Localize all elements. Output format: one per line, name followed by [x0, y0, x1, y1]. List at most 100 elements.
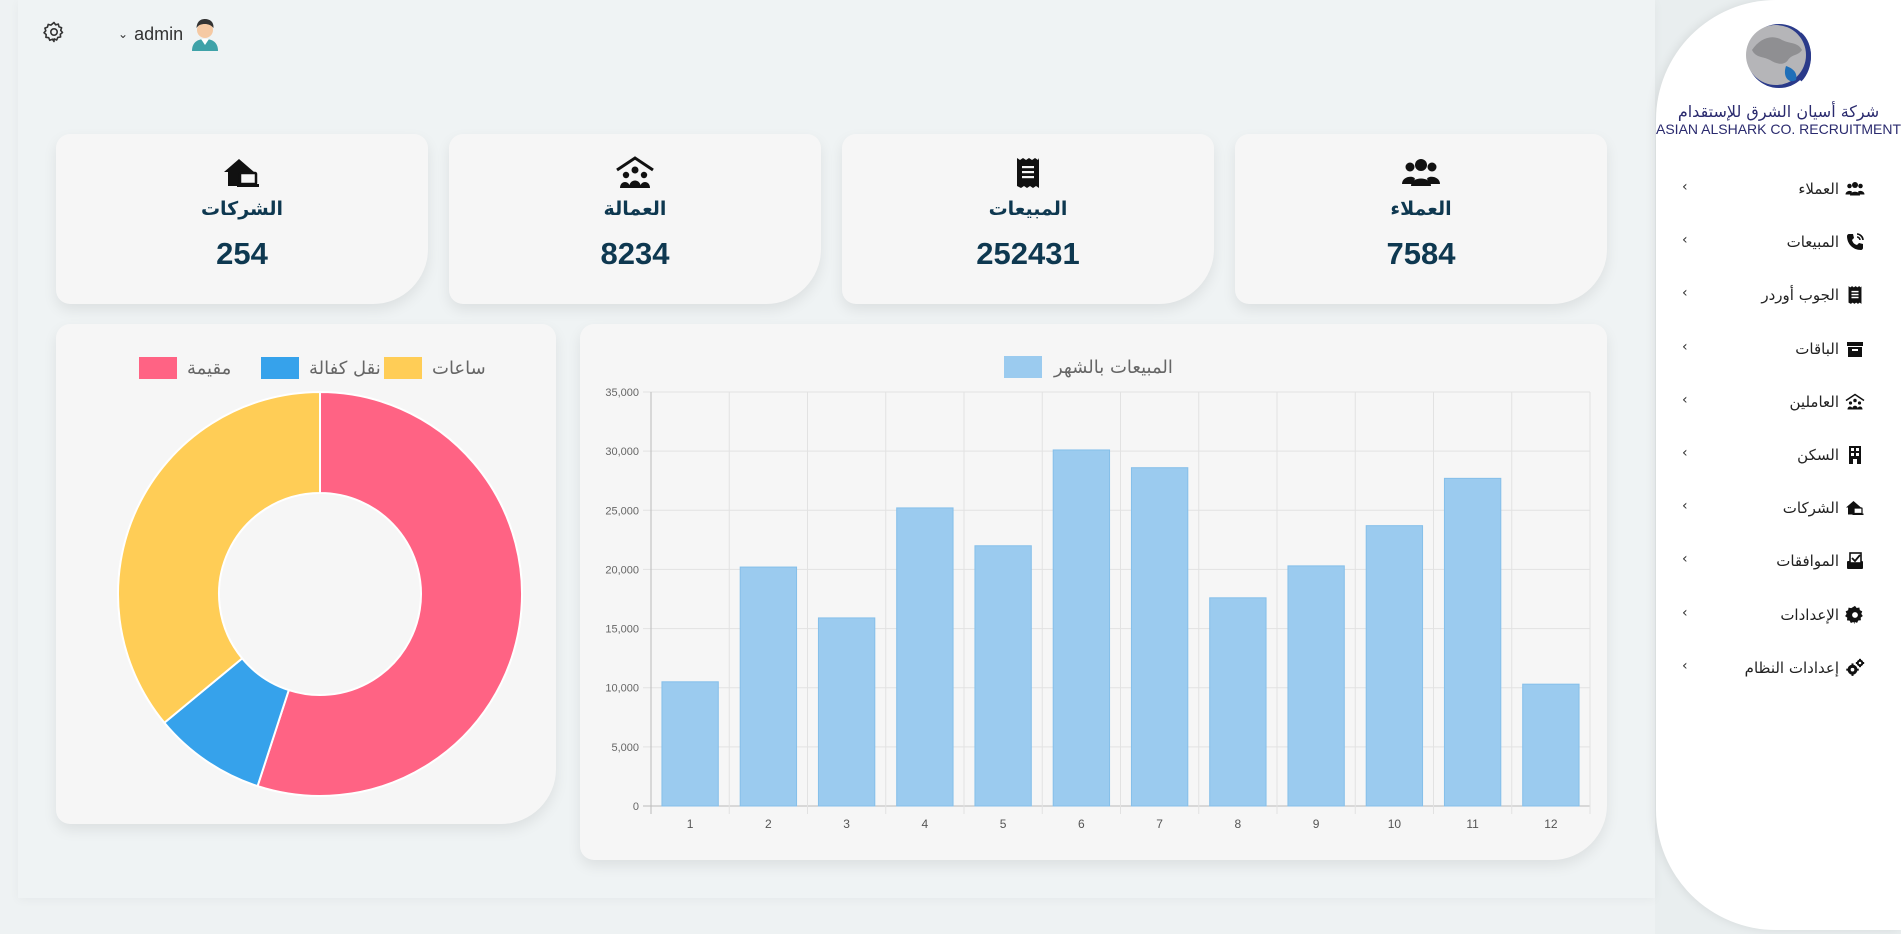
brand-name-english: ASIAN ALSHARK CO. RECRUITMENT: [1656, 121, 1901, 137]
y-tick-label: 15,000: [605, 624, 639, 636]
sidebar-item-label: الموافقات: [1776, 552, 1839, 571]
sidebar-item-settings[interactable]: ‹ الإعدادات: [1656, 593, 1901, 646]
stat-label: العملاء: [1390, 198, 1452, 220]
x-tick-label: 9: [1313, 817, 1320, 831]
x-tick-label: 12: [1544, 817, 1558, 831]
sidebar-item-label: الجوب أوردر: [1761, 286, 1839, 305]
x-tick-label: 1: [687, 817, 694, 831]
x-tick-label: 5: [1000, 817, 1007, 831]
brand-name-arabic: شركة أسيان الشرق للإستقدام: [1677, 102, 1880, 121]
y-tick-label: 30,000: [605, 446, 639, 458]
gear-icon[interactable]: [42, 20, 66, 46]
sidebar: شركة أسيان الشرق للإستقدام ASIAN ALSHARK…: [1656, 0, 1901, 930]
chevron-left-icon: ‹: [1682, 604, 1688, 621]
house-laptop-icon: [1845, 498, 1865, 518]
stat-value: 8234: [600, 236, 670, 271]
bar: [1522, 683, 1580, 807]
chevron-left-icon: ‹: [1682, 444, 1688, 461]
sidebar-item-companies[interactable]: ‹ الشركات: [1656, 486, 1901, 539]
sidebar-item-label: الباقات: [1795, 339, 1839, 358]
bar: [1052, 449, 1111, 807]
stat-card-clients: العملاء 7584: [1235, 134, 1607, 304]
sidebar-item-job-order[interactable]: ‹ الجوب أوردر: [1656, 273, 1901, 326]
worker-types-donut-chart: مقيمة نقل كفالة ساعات: [117, 357, 523, 797]
legend-swatch: [384, 357, 422, 379]
stat-label: المبيعات: [988, 198, 1068, 220]
y-tick-label: 25,000: [605, 505, 639, 517]
sidebar-item-label: المبيعات: [1786, 233, 1839, 252]
legend-label: المبيعات بالشهر: [1053, 357, 1173, 378]
monthly-sales-bar-chart: المبيعات بالشهر 0 5,000 10,000 15,000 20,000 2…: [605, 356, 1591, 831]
phone-volume-icon: [1845, 232, 1865, 252]
chart-legend: المبيعات بالشهر: [1004, 356, 1173, 378]
bar: [974, 545, 1032, 807]
stat-value: 252431: [976, 236, 1080, 271]
content-panel: ⌄ admin: [18, 0, 1655, 898]
chart-legend: مقيمة نقل كفالة ساعات: [139, 357, 486, 379]
globe-logo-icon: [1745, 24, 1811, 88]
sidebar-item-label: العاملين: [1789, 392, 1840, 411]
sidebar-item-sales[interactable]: ‹ المبيعات: [1656, 220, 1901, 273]
chevron-left-icon: ‹: [1682, 338, 1688, 355]
x-tick-label: 2: [765, 817, 772, 831]
user-menu[interactable]: ⌄ admin: [118, 17, 221, 51]
archive-box-icon: [1845, 339, 1865, 359]
sidebar-item-housing[interactable]: ‹ السكن: [1656, 433, 1901, 486]
brand-logo: شركة أسيان الشرق للإستقدام ASIAN ALSHARK…: [1656, 20, 1901, 137]
chevron-down-icon: ⌄: [118, 27, 129, 41]
bar: [661, 681, 719, 807]
house-laptop-icon: [56, 156, 428, 196]
house-people-icon: [1845, 392, 1865, 412]
x-tick-label: 4: [922, 817, 929, 831]
bar: [1287, 565, 1345, 807]
sidebar-nav: ‹ العملاء ‹ المبيعات ‹ الجوب أوردر ‹ الب…: [1656, 167, 1901, 699]
bar: [896, 507, 954, 807]
worker-types-chart-panel: مقيمة نقل كفالة ساعات: [56, 324, 556, 824]
x-tick-label: 7: [1156, 817, 1163, 831]
x-tick-label: 3: [843, 817, 850, 831]
donut-slice: [256, 390, 523, 797]
chevron-left-icon: ‹: [1682, 179, 1688, 195]
username: admin: [134, 23, 184, 44]
legend-swatch: [139, 357, 177, 379]
main-area: ⌄ admin: [18, 0, 1655, 898]
user-avatar-icon: [189, 17, 221, 51]
legend-label: نقل كفالة: [309, 358, 381, 379]
chevron-left-icon: ‹: [1682, 498, 1688, 515]
sidebar-item-packages[interactable]: ‹ الباقات: [1656, 327, 1901, 380]
stat-card-workers: العمالة 8234: [449, 134, 821, 304]
legend-label: مقيمة: [187, 358, 231, 379]
chevron-left-icon: ‹: [1682, 551, 1688, 568]
receipt-icon: [842, 156, 1214, 196]
bar: [1365, 525, 1424, 807]
donut-slice: [117, 390, 321, 725]
inbox-check-icon: [1845, 551, 1865, 571]
y-tick-label: 0: [633, 801, 639, 813]
y-tick-label: 20,000: [605, 564, 639, 576]
sidebar-item-clients[interactable]: ‹ العملاء: [1656, 167, 1901, 220]
chevron-left-icon: ‹: [1682, 285, 1688, 302]
x-tick-label: 11: [1466, 817, 1479, 831]
stat-value: 254: [216, 236, 268, 271]
chevron-left-icon: ‹: [1682, 232, 1688, 249]
bar: [817, 617, 876, 807]
bar: [1443, 477, 1502, 807]
sidebar-item-label: الشركات: [1782, 499, 1839, 518]
house-people-icon: [449, 156, 821, 196]
stat-card-sales: المبيعات 252431: [842, 134, 1214, 304]
sidebar-item-label: السكن: [1797, 445, 1839, 464]
building-icon: [1845, 445, 1865, 465]
stat-value: 7584: [1386, 236, 1456, 271]
users-icon: [1235, 156, 1607, 196]
bar: [739, 566, 798, 807]
legend-swatch: [1004, 356, 1042, 378]
bar: [1209, 597, 1267, 807]
sidebar-item-employees[interactable]: ‹ العاملين: [1656, 380, 1901, 433]
y-tick-label: 5,000: [611, 742, 639, 754]
topbar: ⌄ admin: [18, 0, 1655, 70]
stat-label: الشركات: [200, 198, 284, 220]
bar: [1130, 467, 1189, 807]
sidebar-item-approvals[interactable]: ‹ الموافقات: [1656, 539, 1901, 592]
sidebar-item-system-settings[interactable]: ‹ إعدادات النظام: [1656, 646, 1901, 699]
x-tick-label: 8: [1235, 817, 1242, 831]
